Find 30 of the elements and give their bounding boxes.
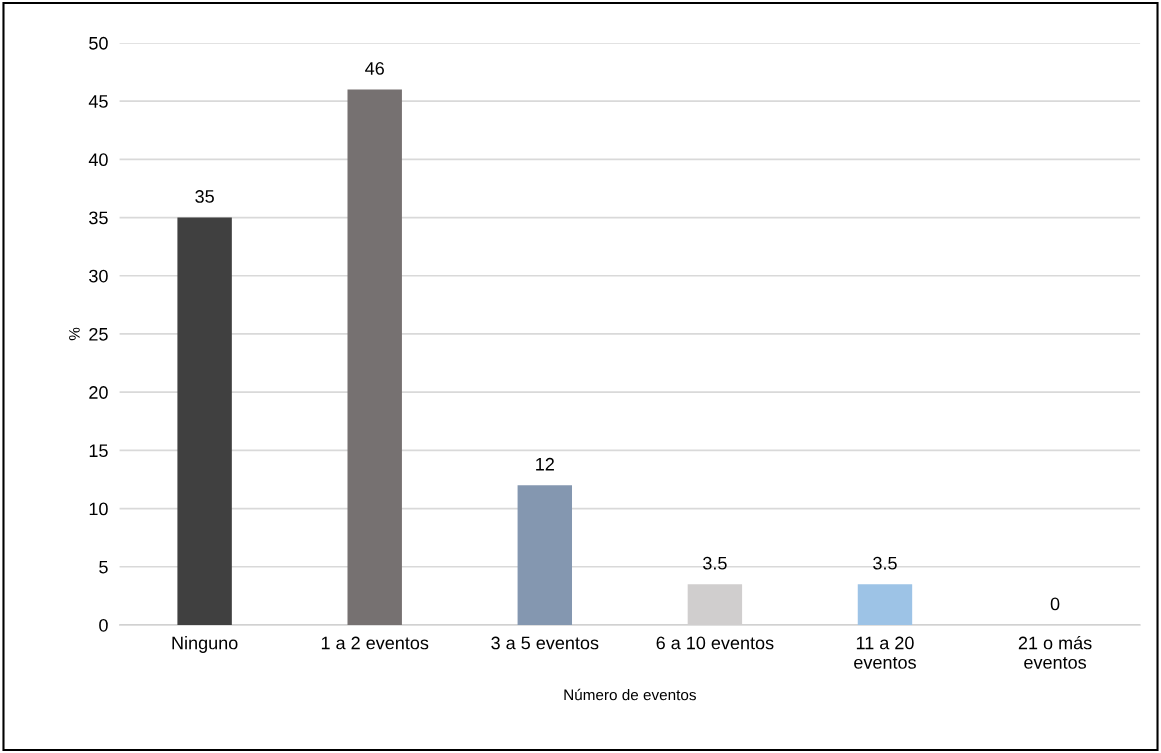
data-label: 3.5	[703, 556, 727, 570]
x-tick-label: 11 a 20 eventos	[854, 636, 916, 669]
y-tick-label: 10	[89, 502, 108, 516]
y-axis-title: %	[69, 327, 80, 341]
y-tick-label: 50	[89, 36, 108, 50]
bar	[517, 485, 573, 625]
data-label: 3.5	[873, 556, 897, 570]
data-label: 35	[195, 190, 214, 203]
y-tick-label: 45	[88, 95, 108, 108]
y-tick-label: 0	[99, 618, 108, 632]
data-label: 12	[536, 457, 554, 471]
y-tick-label: 15	[89, 444, 108, 458]
y-tick-label: 40	[88, 153, 108, 167]
bar	[347, 89, 402, 625]
x-axis-title: Número de eventos	[564, 688, 696, 701]
data-label: 0	[1050, 597, 1060, 611]
x-tick-label: Ninguno	[172, 636, 238, 653]
bar	[857, 584, 913, 625]
x-tick-label: 1 a 2 eventos	[321, 636, 429, 650]
y-tick-label: 5	[99, 560, 108, 574]
x-tick-label: 3 a 5 eventos	[491, 636, 599, 650]
y-tick-label: 35	[89, 211, 108, 225]
y-tick-label: 30	[89, 269, 108, 283]
data-label: 46	[365, 62, 384, 75]
y-tick-label: 20	[89, 386, 108, 399]
x-tick-label: 6 a 10 eventos	[656, 636, 774, 650]
y-tick-label: 25	[89, 327, 108, 341]
bar	[687, 584, 743, 625]
bar	[177, 217, 232, 625]
x-tick-label: 21 o más eventos	[1018, 635, 1092, 669]
